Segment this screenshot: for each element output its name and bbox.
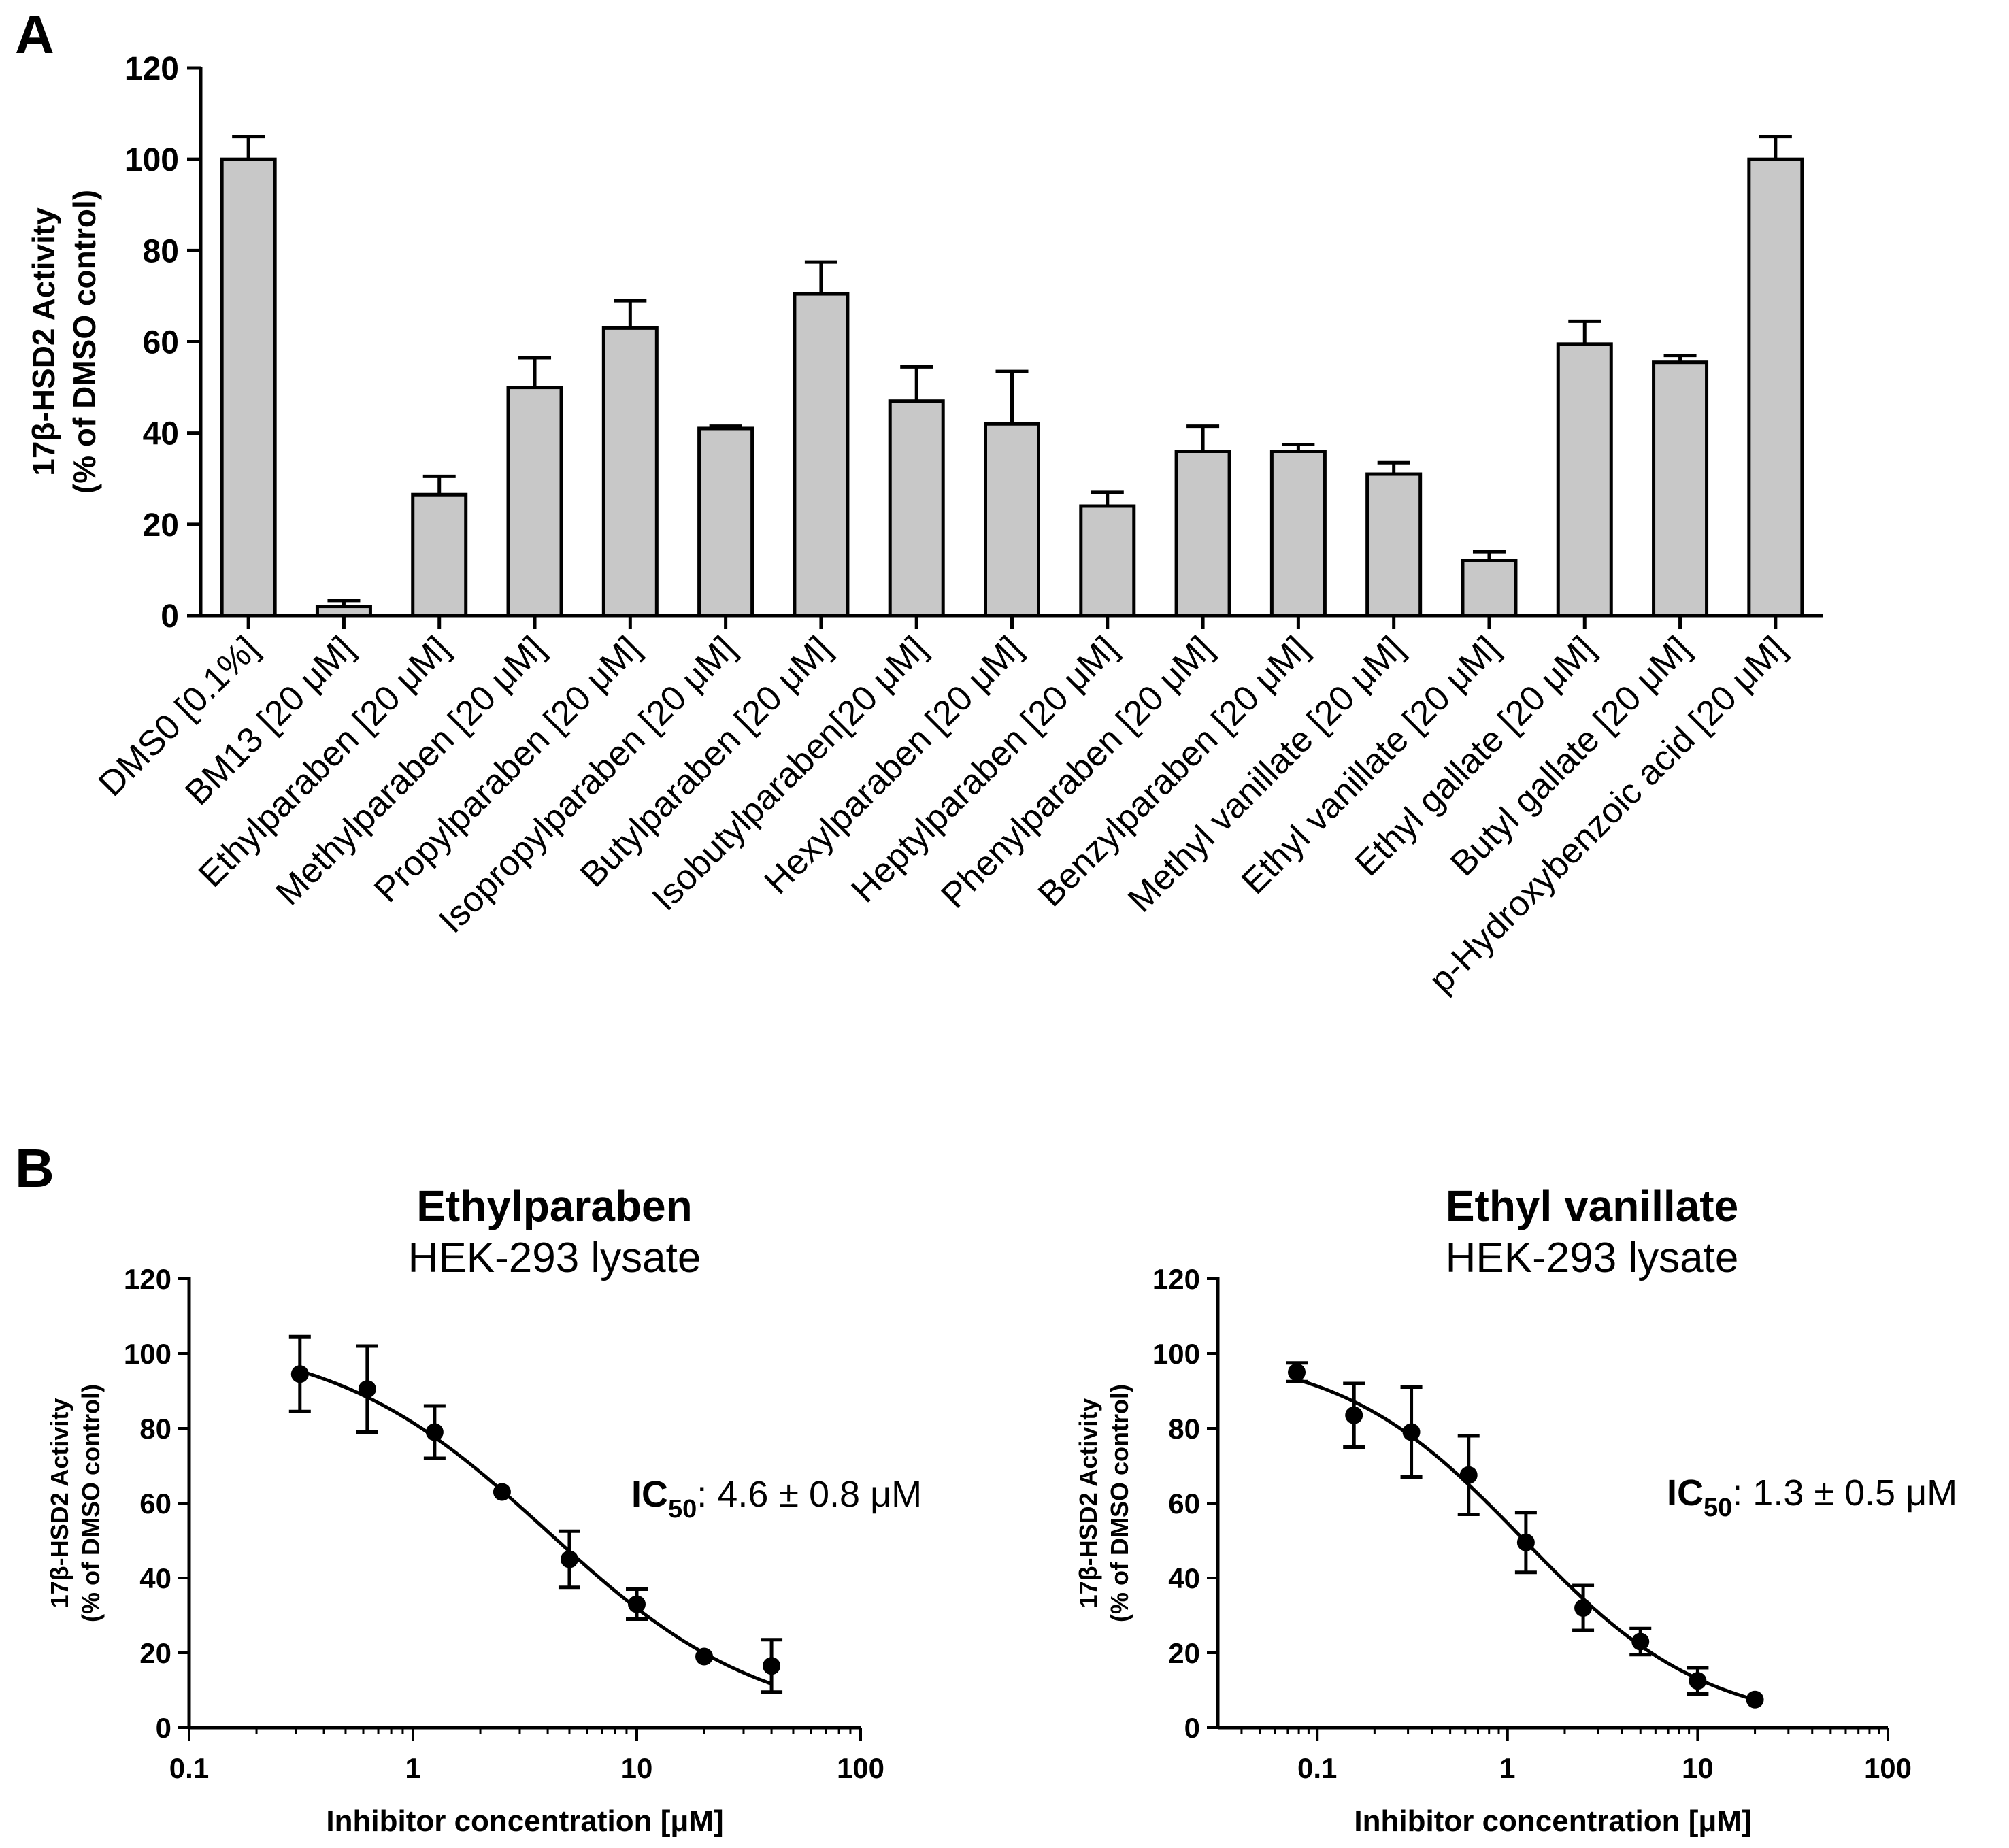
y-axis-label-line: (% of DMSO control) xyxy=(1106,1384,1133,1622)
x-axis-label: Inhibitor concentration [μM] xyxy=(326,1804,723,1838)
bar-dms0-0-1 xyxy=(220,157,277,618)
bar-bm13-20-m xyxy=(315,605,372,618)
data-point xyxy=(1631,1632,1650,1651)
y-axis-label: 17β-HSD2 Activity (% of DMSO control) xyxy=(26,190,102,494)
panel-letter-b: B xyxy=(15,1138,54,1198)
fit-curve xyxy=(299,1369,772,1686)
y-axis-label-line: 17β-HSD2 Activity xyxy=(46,1398,73,1609)
chart-subtitle: HEK-293 lysate xyxy=(408,1234,701,1281)
data-point xyxy=(358,1380,376,1398)
y-axis-label: 17β-HSD2 Activity (% of DMSO control) xyxy=(46,1384,105,1622)
data-point xyxy=(1402,1423,1421,1441)
y-tick-label: 80 xyxy=(143,233,179,269)
chart-subtitle: HEK-293 lysate xyxy=(1446,1234,1739,1281)
bar-isobutylparaben-20-m xyxy=(888,399,945,618)
data-point xyxy=(628,1595,646,1613)
bar-heptylparaben-20-m xyxy=(1079,504,1136,618)
ic50-value: : 1.3 ± 0.5 μM xyxy=(1732,1473,1957,1513)
x-tick-label: 0.1 xyxy=(1297,1752,1337,1784)
data-point xyxy=(493,1483,511,1501)
x-tick-label: 100 xyxy=(1864,1752,1912,1784)
data-point xyxy=(425,1423,444,1441)
data-point xyxy=(763,1657,781,1675)
data-point xyxy=(1459,1466,1478,1484)
bar-ethylparaben-20-m xyxy=(411,492,468,618)
bar-hexylparaben-20-m xyxy=(984,422,1040,618)
ic50-subscript: 50 xyxy=(668,1495,697,1524)
y-tick-label: 80 xyxy=(139,1413,171,1445)
bar-methyl-vanillate-20-m xyxy=(1365,472,1423,618)
y-tick-label: 100 xyxy=(124,142,179,178)
y-tick-label: 0 xyxy=(1184,1712,1200,1744)
category-label-bm13-20-m: BM13 [20 μM] xyxy=(178,628,362,813)
x-axis-label: Inhibitor concentration [μM] xyxy=(1354,1804,1751,1838)
bar-ethyl-gallate-20-m xyxy=(1556,342,1613,618)
y-tick-label: 0 xyxy=(156,1712,171,1744)
y-axis-label-line: (% of DMSO control) xyxy=(67,190,102,494)
ic50-annotation: IC50: 1.3 ± 0.5 μM xyxy=(1667,1473,1957,1522)
data-point xyxy=(1516,1533,1535,1551)
data-point xyxy=(1574,1599,1593,1617)
ic50-label: IC xyxy=(1667,1473,1704,1513)
panel-letter-a: A xyxy=(15,4,54,65)
y-tick-label: 20 xyxy=(139,1637,171,1669)
bar-isopropylparaben-20-m xyxy=(697,426,754,618)
y-tick-label: 60 xyxy=(143,325,179,361)
bar-ethyl-vanillate-20-m xyxy=(1461,559,1518,618)
chart-title: Ethyl vanillate xyxy=(1446,1181,1738,1230)
bar-methylparaben-20-m xyxy=(506,386,563,618)
bar-chart-panel-a: 0 20 40 60 80 100 120 17β-HSD2 Activity (% of DM… xyxy=(26,51,1823,1001)
data-point xyxy=(1689,1672,1707,1690)
ic50-annotation: IC50: 4.6 ± 0.8 μM xyxy=(631,1474,922,1524)
x-tick-label: 10 xyxy=(621,1752,653,1784)
ic50-subscript: 50 xyxy=(1704,1494,1732,1522)
y-tick-label: 40 xyxy=(143,416,179,452)
y-tick-label: 120 xyxy=(124,51,179,87)
y-tick-label: 100 xyxy=(124,1338,171,1370)
chart-title: Ethylparaben xyxy=(416,1181,692,1230)
data-point xyxy=(290,1365,309,1383)
ic50-value: : 4.6 ± 0.8 μM xyxy=(697,1474,922,1515)
y-tick-label: 120 xyxy=(124,1263,171,1295)
x-tick-label: 10 xyxy=(1682,1752,1714,1784)
bar-butylparaben-20-m xyxy=(793,292,850,618)
y-tick-label: 20 xyxy=(1168,1637,1200,1669)
y-axis-label: 17β-HSD2 Activity (% of DMSO control) xyxy=(1074,1384,1133,1622)
y-tick-label: 40 xyxy=(139,1562,171,1594)
y-tick-label: 0 xyxy=(161,599,179,635)
data-point xyxy=(1288,1363,1306,1381)
data-point xyxy=(695,1647,714,1666)
y-axis-label-line: (% of DMSO control) xyxy=(77,1384,105,1622)
y-tick-label: 20 xyxy=(143,507,179,543)
bar-butyl-gallate-20-m xyxy=(1652,360,1709,618)
y-axis-label-line: 17β-HSD2 Activity xyxy=(1074,1398,1102,1609)
y-tick-label: 40 xyxy=(1168,1562,1200,1594)
x-tick-label: 1 xyxy=(405,1752,420,1784)
x-tick-label: 0.1 xyxy=(169,1752,209,1784)
x-tick-label: 100 xyxy=(837,1752,884,1784)
ic50-label: IC xyxy=(631,1474,668,1515)
y-axis-label-line: 17β-HSD2 Activity xyxy=(26,207,61,476)
bar-p-hydroxybenzoic-acid-20-m xyxy=(1747,157,1804,618)
y-tick-label: 60 xyxy=(139,1488,171,1519)
data-point xyxy=(1746,1690,1764,1709)
bar-benzylparaben-20-m xyxy=(1269,450,1327,618)
y-tick-label: 80 xyxy=(1168,1413,1200,1445)
x-tick-label: 1 xyxy=(1499,1752,1515,1784)
y-tick-label: 120 xyxy=(1152,1263,1200,1295)
y-tick-label: 100 xyxy=(1152,1338,1200,1370)
data-point xyxy=(1345,1406,1363,1424)
data-point xyxy=(560,1550,578,1568)
y-tick-label: 60 xyxy=(1168,1488,1200,1519)
bar-propylparaben-20-m xyxy=(601,326,659,618)
bar-phenylparaben-20-m xyxy=(1174,450,1231,618)
